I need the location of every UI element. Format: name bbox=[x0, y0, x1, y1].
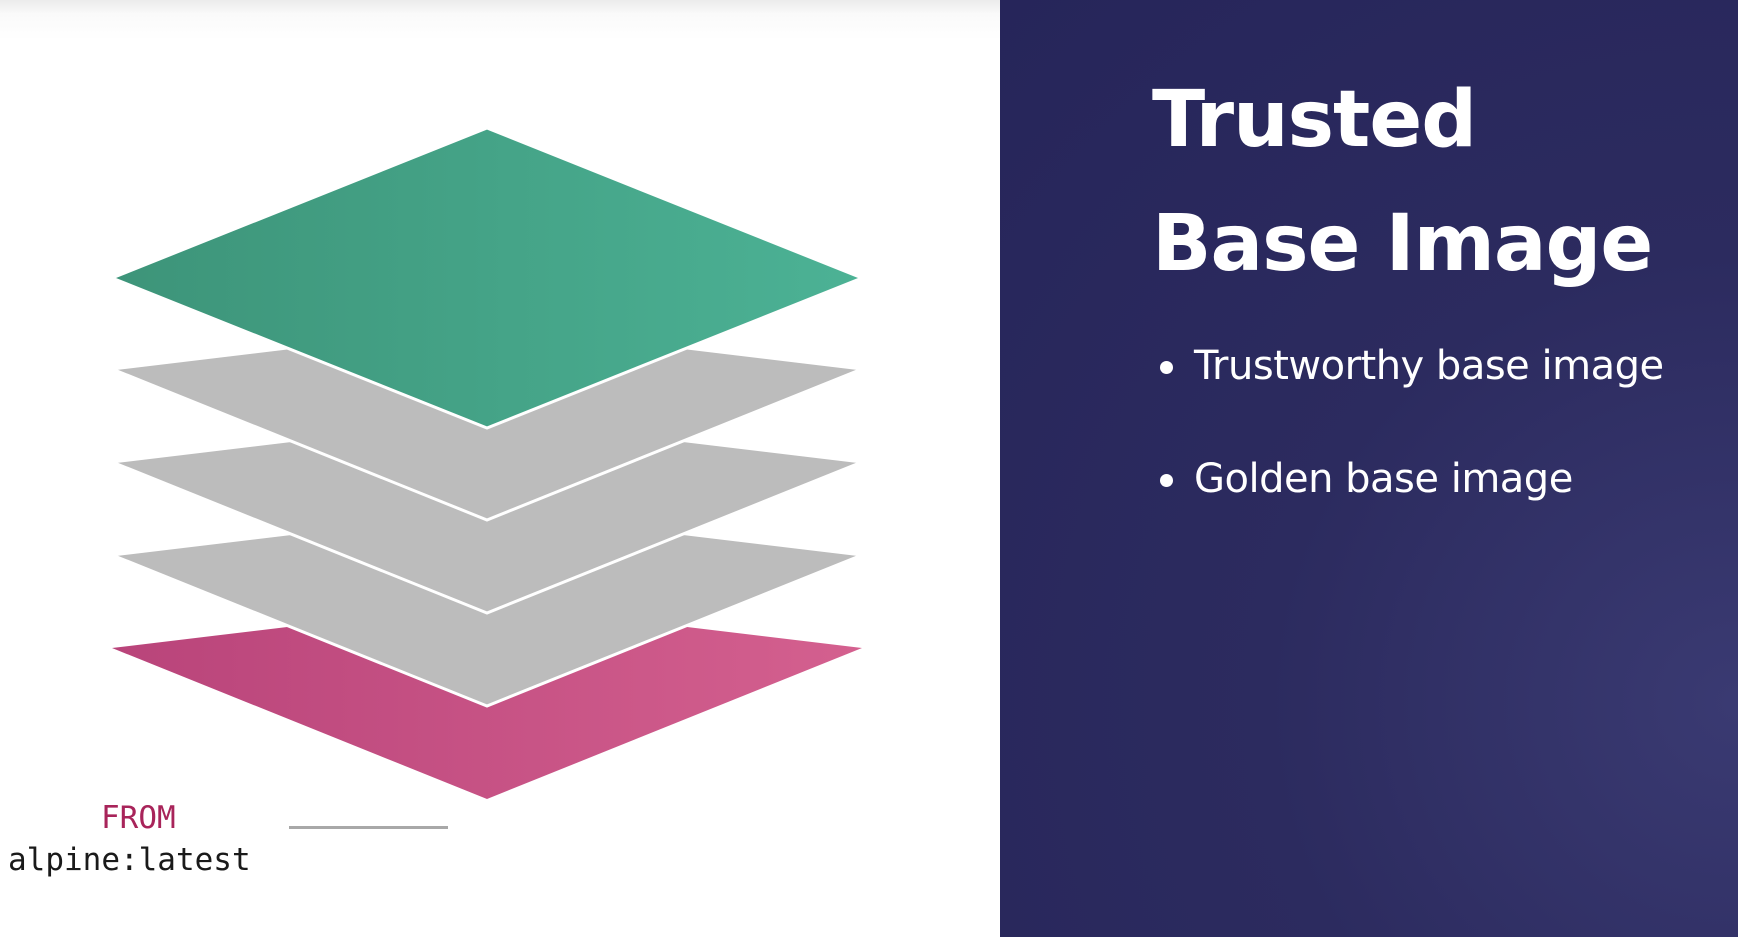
bullet-list: Trustworthy base image Golden base image bbox=[1152, 338, 1664, 564]
title-panel: Trusted Base Image Trustworthy base imag… bbox=[1000, 0, 1738, 937]
from-keyword: FROM bbox=[101, 800, 176, 836]
bullet-dot-icon bbox=[1160, 474, 1173, 487]
title-line-1: Trusted bbox=[1152, 75, 1477, 165]
from-image-name: alpine:latest bbox=[8, 842, 251, 878]
slide-title: Trusted Base Image bbox=[1152, 58, 1653, 306]
bullet-dot-icon bbox=[1160, 361, 1173, 374]
bullet-text: Trustworthy base image bbox=[1194, 343, 1664, 389]
layer-stack bbox=[107, 126, 867, 799]
top-layer bbox=[107, 126, 867, 430]
bullet-item: Golden base image bbox=[1152, 451, 1664, 507]
bullet-text: Golden base image bbox=[1194, 456, 1573, 502]
connector-line bbox=[289, 826, 448, 829]
diagram-panel: FROM alpine:latest bbox=[0, 0, 1000, 937]
title-line-2: Base Image bbox=[1152, 199, 1653, 289]
bullet-item: Trustworthy base image bbox=[1152, 338, 1664, 394]
